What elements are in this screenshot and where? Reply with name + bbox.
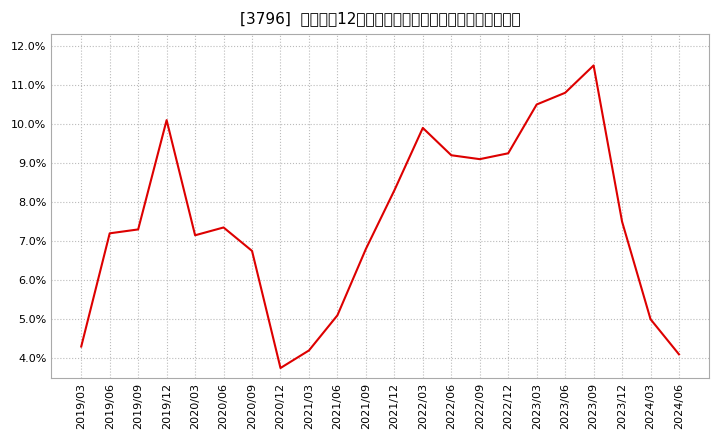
Title: [3796]  売上高の12か月移動合計の対前年同期増減率の推移: [3796] 売上高の12か月移動合計の対前年同期増減率の推移 bbox=[240, 11, 521, 26]
